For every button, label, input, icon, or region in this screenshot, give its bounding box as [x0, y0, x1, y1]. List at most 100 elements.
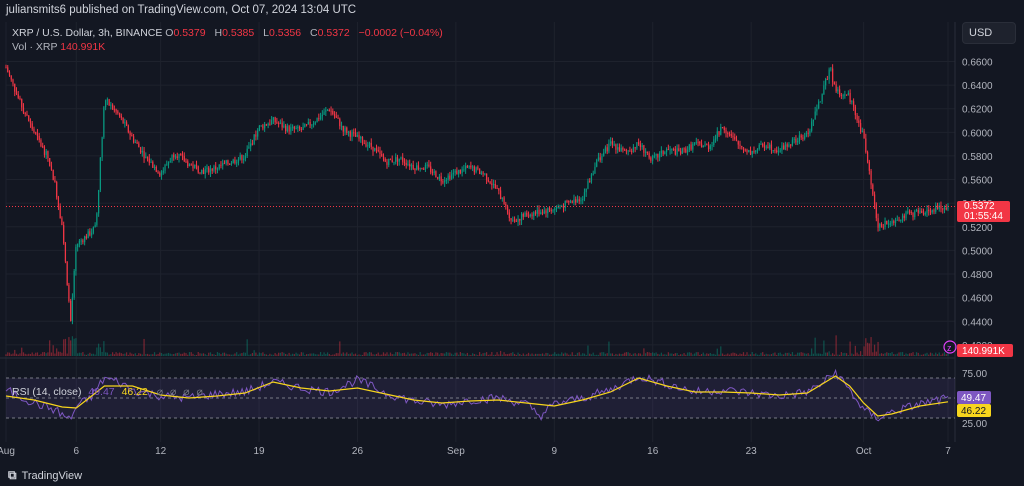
volume-bar	[319, 352, 322, 356]
volume-bar	[185, 353, 187, 356]
candle-body	[141, 150, 143, 153]
volume-bar	[290, 354, 292, 356]
volume-bar	[339, 341, 341, 356]
volume-bar	[832, 353, 834, 356]
volume-bar	[218, 352, 220, 356]
symbol-legend[interactable]: XRP / U.S. Dollar, 3h, BINANCE O0.5379 H…	[12, 26, 449, 54]
volume-bar	[188, 352, 191, 356]
volume-bar	[748, 354, 750, 356]
candle-body	[760, 143, 762, 145]
candle-body	[288, 126, 290, 132]
candle-body	[396, 157, 399, 162]
candle-body	[795, 138, 797, 143]
chart-area[interactable]: 0.66000.64000.62000.60000.58000.56000.54…	[0, 22, 1024, 462]
candle-body	[169, 161, 171, 163]
volume-bar	[197, 352, 199, 356]
volume-bar	[928, 354, 930, 356]
candle-body	[830, 68, 832, 70]
candle-body	[257, 130, 259, 137]
volume-bar	[611, 353, 614, 356]
candle-body	[365, 143, 367, 147]
candle-body	[856, 115, 858, 121]
volume-bar	[907, 354, 909, 356]
volume-bar	[73, 338, 75, 356]
candle-body	[510, 218, 512, 221]
candle-body	[753, 150, 755, 153]
volume-bar	[636, 354, 638, 356]
volume-bar	[877, 341, 879, 356]
volume-bar	[634, 353, 636, 356]
volume-bar	[391, 354, 393, 356]
volume-bar	[580, 354, 582, 356]
candle-body	[512, 219, 514, 221]
volume-bar	[526, 354, 528, 356]
candle-body	[859, 123, 862, 132]
candle-body	[811, 121, 813, 131]
volume-bar	[931, 353, 933, 356]
candle-body	[442, 181, 444, 183]
candle-body	[842, 95, 844, 97]
candle-body	[533, 212, 535, 217]
candle-body	[314, 122, 316, 124]
candle-body	[707, 144, 710, 150]
tradingview-brand[interactable]: ⧉ TradingView	[8, 468, 82, 483]
candle-body	[300, 128, 302, 130]
candle-body	[477, 167, 479, 169]
candle-body	[936, 205, 939, 209]
volume-bar	[793, 354, 795, 356]
volume-bar	[145, 354, 147, 356]
volume-bar	[57, 351, 60, 356]
candle-body	[531, 214, 533, 217]
high-value: 0.5385	[222, 27, 255, 39]
volume-bar	[47, 352, 49, 356]
volume-bar	[844, 352, 846, 356]
volume-bar	[139, 353, 142, 356]
candle-body	[24, 112, 26, 114]
candle-body	[828, 69, 830, 80]
volume-bar	[118, 352, 121, 356]
candle-body	[127, 125, 129, 133]
volume-bar	[403, 352, 406, 356]
volume-bar	[627, 352, 629, 356]
candle-body	[117, 111, 119, 114]
candle-body	[463, 169, 465, 171]
volume-bar	[664, 354, 666, 356]
volume-bar	[440, 353, 442, 356]
candle-body	[150, 161, 152, 163]
candle-body	[403, 161, 406, 163]
volume-bar	[330, 354, 332, 356]
visibility-icons[interactable]: ⌀ ⌀ ⌀ ⌀	[156, 386, 205, 398]
volume-bar	[71, 336, 74, 356]
candle-body	[723, 127, 725, 130]
candle-body	[409, 164, 411, 167]
candle-body	[162, 170, 164, 173]
volume-bar	[545, 352, 547, 356]
candle-body	[704, 144, 706, 146]
rsi-legend[interactable]: RSI (14, close) 49.47 46.22 ⌀ ⌀ ⌀ ⌀	[12, 386, 205, 398]
candle-body	[870, 170, 872, 185]
volume-bar	[220, 354, 222, 356]
candle-body	[129, 132, 131, 136]
candle-body	[201, 169, 203, 174]
candle-body	[7, 67, 9, 73]
currency-button[interactable]: USD	[962, 22, 1016, 44]
volume-bar	[945, 354, 947, 356]
volume-bar	[859, 351, 862, 356]
candle-body	[746, 149, 748, 153]
volume-bar	[604, 353, 607, 356]
candle-body	[431, 172, 434, 174]
candle-body	[943, 207, 946, 210]
candle-body	[225, 160, 227, 164]
volume-bar	[40, 353, 42, 356]
volume-bar	[491, 352, 493, 356]
candle-body	[246, 148, 248, 157]
candle-body	[839, 89, 841, 96]
chart-canvas[interactable]: 0.66000.64000.62000.60000.58000.56000.54…	[0, 22, 1024, 462]
candle-body	[901, 215, 904, 221]
volume-bar	[183, 352, 185, 356]
candle-body	[351, 132, 353, 137]
candle-body	[232, 159, 234, 164]
candle-body	[615, 144, 617, 150]
candle-body	[585, 188, 587, 193]
volume-bar	[281, 352, 283, 356]
